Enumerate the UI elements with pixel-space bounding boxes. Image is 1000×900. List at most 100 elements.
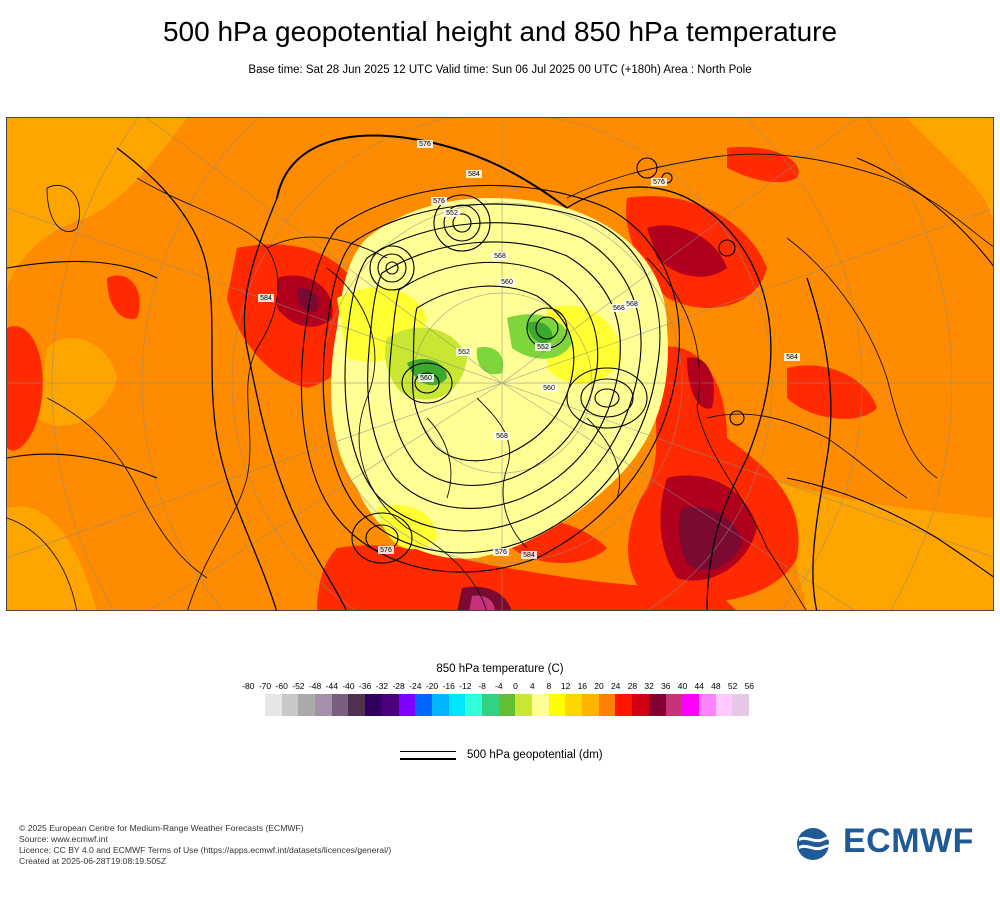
contour-label: 568 [494, 253, 506, 260]
colorbar-tick-label: -4 [495, 681, 503, 691]
colorbar-tick-label: -8 [478, 681, 486, 691]
contour-label: 576 [653, 179, 665, 186]
colorbar-swatch [315, 694, 332, 716]
light-orange-region [37, 338, 117, 426]
red-warm-area [107, 275, 140, 319]
colorbar-tick-label: -44 [325, 681, 338, 691]
colorbar-swatch [365, 694, 382, 716]
contour-label: 552 [458, 349, 470, 356]
contour-labels: 584 576 568 552 560 568 584 576 584 552 … [258, 140, 800, 559]
cold-core-green [476, 347, 504, 375]
red-warm-area [7, 326, 43, 451]
colorbar-swatch [415, 694, 432, 716]
colorbar-tick-label: 56 [744, 681, 755, 691]
colorbar-swatch [632, 694, 649, 716]
light-orange-region [907, 118, 993, 222]
colorbar-tick-label: -70 [258, 681, 272, 691]
colorbar-swatch [465, 694, 482, 716]
copyright-line: © 2025 European Centre for Medium-Range … [19, 823, 304, 833]
geopotential-legend: 500 hPa geopotential (dm) [400, 748, 660, 766]
graticule [7, 118, 993, 610]
colorbar-tick-label: 40 [677, 681, 688, 691]
colorbar-swatch [665, 694, 683, 716]
pink-hot-area [469, 595, 495, 610]
colorbar-tick-label: 52 [727, 681, 738, 691]
footer-credits: © 2025 European Centre for Medium-Range … [19, 823, 391, 867]
colorbar-tick-label: -12 [459, 681, 472, 691]
contour-line-sample [400, 751, 456, 766]
colorbar-swatch [598, 694, 616, 716]
contour-label: 560 [420, 375, 432, 382]
light-orange-region [7, 118, 187, 288]
colorbar-swatch [498, 694, 516, 716]
colorbar-tick-label: -48 [308, 681, 322, 691]
chart-subtitle: Base time: Sat 28 Jun 2025 12 UTC Valid … [248, 64, 752, 76]
colorbar-tick-label: -24 [409, 681, 422, 691]
colorbar-tick-label: 32 [644, 681, 654, 691]
colorbar-swatch [398, 694, 416, 716]
red-warm-area [787, 365, 877, 419]
contour-label: 552 [537, 344, 549, 351]
polar-map: 584 576 568 552 560 568 584 576 584 552 … [6, 117, 994, 611]
colorbar-swatch [565, 694, 583, 716]
cold-core-yellow [377, 504, 437, 550]
source-line: Source: www.ecmwf.int [19, 834, 108, 844]
contour-label: 560 [543, 385, 555, 392]
colorbar-tick-label: 24 [610, 681, 621, 691]
colorbar-tick-label: 48 [711, 681, 721, 691]
colorbar-swatch [298, 694, 316, 716]
colorbar-tick-label: -20 [425, 681, 439, 691]
contour-label: 568 [496, 433, 508, 440]
contour-label: 584 [260, 295, 272, 302]
contour-label: 584 [468, 171, 480, 178]
contour-label: 568 [626, 301, 638, 308]
colorbar-tick-label: -40 [342, 681, 355, 691]
red-warm-area [317, 545, 736, 610]
cold-core-green [527, 321, 553, 344]
colorbar-swatch [331, 694, 349, 716]
colorbar-tick-labels: -80 -70 -60 -52 -48 -44 -40 -36 -32 -28 -24 -20 -16-… [240, 681, 760, 693]
colorbar-tick-label: 44 [694, 681, 704, 691]
maroon-hot-area [678, 507, 742, 571]
maroon-hot-area [297, 287, 319, 312]
colorbar-tick-label: 28 [627, 681, 638, 691]
chart-title: 500 hPa geopotential height and 850 hPa … [162, 16, 838, 47]
colorbar-tick-label: 12 [560, 681, 571, 691]
contour-label: 560 [501, 279, 513, 286]
temperature-colorbar [265, 694, 749, 716]
colorbar-swatch [265, 694, 282, 716]
created-line: Created at 2025-06-28T19:08:19.505Z [19, 856, 167, 866]
colorbar-swatch [682, 694, 699, 716]
colorbar-swatch [381, 694, 399, 716]
contour-label: 584 [786, 354, 798, 361]
colorbar-tick-label: -32 [375, 681, 389, 691]
geopotential-contours [7, 134, 993, 610]
colorbar-tick-label: -16 [442, 681, 455, 691]
ecmwf-logo-icon [797, 828, 841, 860]
contour-label: 576 [380, 547, 392, 554]
contour-label: 568 [613, 305, 625, 312]
colorbar-tick-label: 0 [513, 681, 518, 691]
colorbar-swatch [431, 694, 449, 716]
contour-label: 576 [419, 141, 431, 148]
contour-label: 552 [446, 210, 458, 217]
colorbar-swatch [582, 694, 599, 716]
colorbar-swatch [548, 694, 566, 716]
colorbar-swatch [281, 694, 299, 716]
cold-core-yellow [331, 198, 668, 559]
colorbar-tick-label: 36 [661, 681, 671, 691]
geopotential-legend-label: 500 hPa geopotential (dm) [467, 749, 603, 761]
colorbar-swatch [615, 694, 633, 716]
colorbar-tick-label: -60 [275, 681, 288, 691]
colorbar-title: 850 hPa temperature (C) [436, 663, 564, 675]
colorbar-tick-label: -80 [242, 681, 255, 691]
colorbar-tick-label: -28 [392, 681, 405, 691]
contour-label: 576 [495, 549, 507, 556]
dark-red-hot-area [647, 225, 727, 277]
cold-core-green [407, 358, 447, 386]
light-orange-region [767, 478, 993, 610]
ecmwf-wordmark: ECMWF [843, 822, 974, 860]
colorbar-swatch [715, 694, 733, 716]
colorbar-swatch [448, 694, 466, 716]
light-orange-region [7, 506, 97, 610]
